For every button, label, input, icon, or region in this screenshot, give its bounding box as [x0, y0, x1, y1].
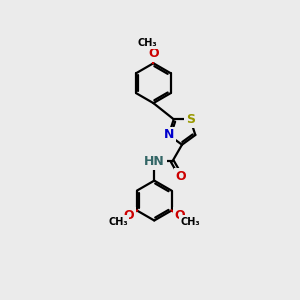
Text: O: O [176, 169, 186, 183]
Text: O: O [148, 47, 159, 60]
Text: O: O [174, 209, 185, 222]
Text: CH₃: CH₃ [181, 217, 200, 226]
Text: HN: HN [144, 155, 165, 168]
Text: N: N [164, 128, 174, 142]
Text: S: S [186, 113, 195, 126]
Text: CH₃: CH₃ [108, 217, 128, 226]
Text: O: O [123, 209, 134, 222]
Text: CH₃: CH₃ [137, 38, 157, 48]
